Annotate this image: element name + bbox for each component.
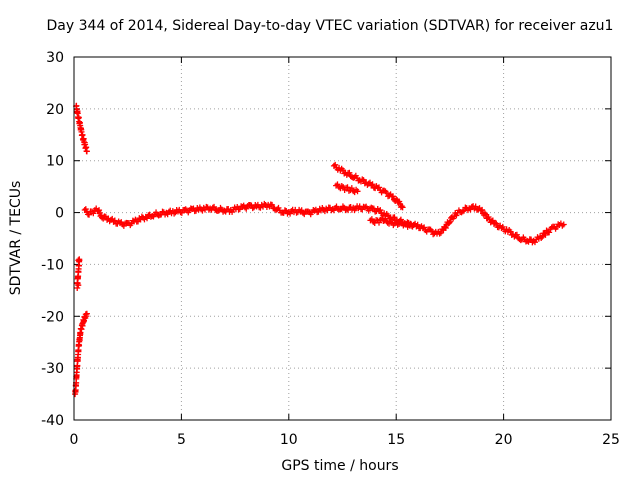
data-point [410, 222, 417, 229]
data-point [542, 231, 549, 238]
axis-ticks: 0 5 10 15 20 25 -40 -30 -20 -10 0 10 20 30 [41, 50, 620, 448]
data-point [75, 282, 82, 289]
data-point [499, 223, 506, 230]
data-point [421, 224, 428, 231]
grid-lines [74, 57, 611, 420]
data-point [359, 176, 366, 183]
y-tick-label: -30 [41, 361, 64, 377]
data-point [83, 148, 90, 155]
x-tick-label: 20 [495, 432, 513, 448]
y-tick-label: 10 [46, 154, 64, 170]
data-point [436, 230, 443, 237]
data-point [144, 215, 151, 222]
y-tick-label: -20 [41, 309, 64, 325]
y-tick-label: -10 [41, 257, 64, 273]
data-points [72, 102, 567, 398]
y-tick-label: 0 [55, 206, 64, 222]
data-point [369, 181, 376, 188]
data-point [492, 219, 499, 226]
data-point [344, 184, 351, 191]
data-point [269, 201, 276, 208]
data-point [539, 233, 546, 240]
data-point [377, 207, 384, 214]
data-point [398, 203, 405, 210]
data-point [82, 206, 89, 213]
data-point [481, 210, 488, 217]
data-point [354, 188, 361, 195]
series-branch-mid [367, 215, 417, 230]
data-point [182, 206, 189, 213]
x-tick-label: 10 [280, 432, 298, 448]
data-point [346, 169, 353, 176]
series-early-isolated [74, 256, 83, 291]
data-point [393, 196, 400, 203]
data-point [211, 203, 218, 210]
data-point [399, 204, 406, 211]
data-point [389, 193, 396, 200]
data-point [459, 208, 466, 215]
data-point [83, 310, 90, 317]
data-point [74, 284, 81, 291]
data-point [96, 207, 103, 214]
data-point [90, 210, 97, 217]
data-point [171, 210, 178, 217]
data-point [479, 206, 486, 213]
data-point [446, 219, 453, 226]
data-point [281, 207, 288, 214]
data-point [111, 217, 118, 224]
plot-frame [73, 56, 612, 421]
data-point [376, 184, 383, 191]
series-early-high [73, 102, 90, 155]
series-early-low [72, 310, 90, 398]
data-point [560, 221, 567, 228]
x-tick-label: 25 [602, 432, 620, 448]
x-axis-label: GPS time / hours [281, 458, 398, 474]
y-axis-label: SDTVAR / TECUs [8, 181, 24, 296]
data-point [368, 216, 375, 223]
data-point [391, 214, 398, 221]
data-point [493, 220, 500, 227]
data-point [214, 208, 221, 215]
series-diagonal-upper [330, 161, 406, 211]
data-point [86, 211, 93, 218]
chart-title: Day 344 of 2014, Sidereal Day-to-day VTE… [47, 18, 614, 34]
data-point [538, 234, 545, 241]
x-tick-label: 5 [177, 432, 186, 448]
data-point [332, 161, 339, 168]
data-point [446, 218, 453, 225]
data-point [546, 229, 553, 236]
data-point [531, 239, 538, 246]
data-point [249, 205, 256, 212]
x-tick-label: 15 [387, 432, 405, 448]
y-tick-label: 20 [46, 102, 64, 118]
x-tick-label: 0 [70, 432, 79, 448]
data-point [513, 231, 520, 238]
data-point [261, 200, 268, 207]
series-diagonal-lower [333, 181, 361, 196]
series-main-trace [81, 200, 567, 246]
data-point [453, 212, 460, 219]
data-point [275, 204, 282, 211]
y-tick-label: -40 [41, 413, 64, 429]
data-point [555, 221, 562, 228]
data-point [442, 224, 449, 231]
y-tick-label: 30 [46, 50, 64, 66]
